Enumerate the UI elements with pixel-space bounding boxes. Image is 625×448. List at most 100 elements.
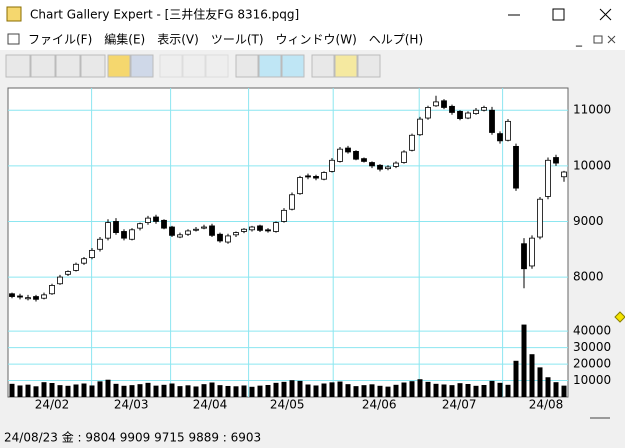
y-tick-label: 10000 [573, 158, 611, 172]
tool-button[interactable] [235, 54, 259, 78]
candle-body [169, 226, 175, 236]
candle-body [345, 147, 351, 153]
tool-button-disabled [182, 54, 206, 78]
volume-bar [537, 367, 543, 397]
candle-body [185, 230, 191, 235]
tool-button[interactable] [30, 54, 56, 78]
status-bar [0, 428, 625, 448]
volume-bar [385, 386, 391, 397]
volume-bar [505, 384, 511, 397]
y-tick-label: 30000 [573, 340, 611, 354]
mdi-restore[interactable] [593, 35, 603, 44]
candle-body [329, 159, 335, 172]
tool-button[interactable] [5, 54, 31, 78]
menu-item[interactable]: ツール(T) [211, 33, 264, 47]
volume-bar [65, 385, 71, 397]
candle-body [105, 222, 111, 239]
y-tick-label: 10000 [573, 373, 611, 387]
up-button[interactable] [281, 54, 305, 78]
context-help-button[interactable] [357, 54, 381, 78]
candle-body [217, 233, 223, 242]
volume-bar [161, 384, 167, 397]
volume-bar [49, 383, 55, 397]
volume-bar [377, 385, 383, 397]
candle-body [153, 216, 159, 222]
volume-bar [281, 381, 287, 397]
volume-bar [121, 385, 127, 397]
candle-body [233, 232, 239, 236]
y-tick-label: 40000 [573, 324, 611, 338]
app-icon [6, 6, 22, 22]
print-button[interactable] [311, 54, 335, 78]
candle-body [265, 229, 271, 232]
candle-body [353, 150, 359, 160]
menu-item[interactable]: 編集(E) [104, 32, 145, 47]
volume-bar [137, 384, 143, 397]
volume-bar [457, 383, 463, 397]
volume-bar [345, 384, 351, 397]
candle-body [401, 151, 407, 163]
status-text: 24/08/23 金 : 9804 9909 9715 9889 : 6903 [4, 430, 261, 445]
candle-body [433, 101, 439, 107]
mdi-minimize[interactable]: _ [575, 33, 583, 47]
tool-button[interactable] [55, 54, 81, 78]
candle-body [97, 238, 103, 250]
open-button[interactable] [107, 54, 131, 78]
volume-bar [41, 382, 47, 397]
candle-body [409, 134, 415, 151]
candle-body [321, 172, 327, 180]
candle-body [537, 198, 543, 238]
menu-item[interactable]: ヘルプ(H) [369, 33, 423, 47]
volume-bar [129, 385, 135, 397]
volume-bar [265, 384, 271, 397]
candle-body [457, 110, 463, 119]
candle-body [57, 276, 63, 285]
candle-body [65, 271, 71, 275]
candle-body [497, 133, 503, 142]
close-button[interactable] [599, 8, 612, 21]
save-button[interactable] [130, 54, 154, 78]
volume-bar [273, 382, 279, 397]
menu-item[interactable]: 表示(V) [157, 33, 199, 47]
tool-button-disabled [159, 54, 183, 78]
volume-bar [561, 385, 567, 397]
candle-body [545, 159, 551, 197]
volume-bar [473, 385, 479, 397]
volume-bar [81, 383, 87, 397]
volume-bar [97, 381, 103, 397]
x-tick-label: 24/06 [362, 398, 397, 412]
mdi-close[interactable] [607, 35, 616, 44]
down-button[interactable] [258, 54, 282, 78]
volume-bar [361, 385, 367, 397]
volume-bar [513, 360, 519, 397]
menu-item[interactable]: ファイル(F) [28, 33, 92, 47]
volume-bar [553, 382, 559, 397]
volume-bar [33, 386, 39, 397]
candle-body [369, 162, 375, 167]
x-tick-label: 24/02 [35, 398, 70, 412]
volume-bar [401, 382, 407, 397]
candle-body [81, 258, 87, 264]
volume-bar [449, 385, 455, 397]
volume-bar [105, 379, 111, 397]
tool-button[interactable] [80, 54, 106, 78]
volume-bar [313, 385, 319, 397]
volume-bar [193, 386, 199, 397]
volume-bar [177, 386, 183, 397]
candle-body [241, 228, 247, 232]
volume-bar [329, 382, 335, 397]
candle-body [281, 209, 287, 222]
candle-body [337, 148, 343, 162]
y-tick-label: 8000 [573, 270, 604, 284]
volume-bar [217, 385, 223, 397]
volume-bar [417, 379, 423, 397]
volume-bar [25, 384, 31, 397]
maximize-button[interactable] [552, 8, 565, 21]
candle-body [17, 295, 23, 298]
candle-body [425, 107, 431, 119]
candle-body [553, 157, 559, 164]
help-button[interactable] [334, 54, 358, 78]
menu-item[interactable]: ウィンドウ(W) [276, 33, 357, 47]
volume-bar [257, 385, 263, 397]
